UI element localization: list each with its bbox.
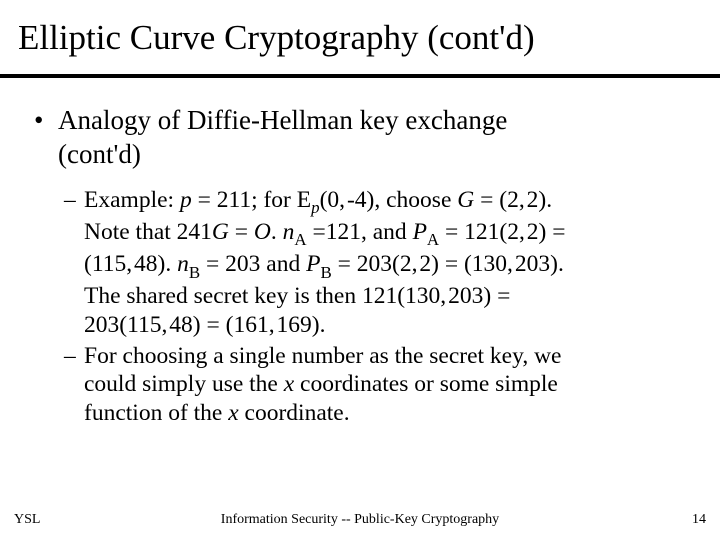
t: could simply use the: [84, 371, 284, 397]
slide: Elliptic Curve Cryptography (cont'd) • A…: [0, 0, 720, 540]
bullet1-text-line1: Analogy of Diffie-Hellman key exchange: [58, 105, 507, 135]
sub-B: B: [189, 263, 200, 282]
var-P: P: [306, 251, 320, 277]
var-G: G: [212, 219, 229, 245]
t: = 121(2, 2) =: [439, 219, 565, 245]
t: 203(115, 48) = (161, 169).: [84, 312, 325, 338]
t: (0, -4), choose: [320, 187, 458, 213]
var-G: G: [457, 187, 474, 213]
dash-icon: –: [64, 342, 76, 371]
bullet1-text-line2: (cont'd): [58, 139, 141, 169]
t: coordinate.: [239, 400, 350, 426]
footer-page-number: 14: [692, 512, 706, 528]
t: .: [271, 219, 283, 245]
bullet-level2-example: – Example: p = 211; for Ep(0, -4), choos…: [34, 172, 680, 340]
t: = 203(2, 2) = (130, 203).: [332, 251, 564, 277]
dash-icon: –: [64, 186, 76, 215]
var-n: n: [177, 251, 189, 277]
var-O: O: [254, 219, 271, 245]
var-n: n: [283, 219, 295, 245]
slide-body: • Analogy of Diffie-Hellman key exchange…: [0, 78, 720, 428]
t: For choosing a single number as the secr…: [84, 343, 561, 369]
slide-title: Elliptic Curve Cryptography (cont'd): [0, 0, 720, 68]
t: (115, 48).: [84, 251, 177, 277]
t: = (2, 2).: [474, 187, 552, 213]
t: function of the: [84, 400, 228, 426]
t: coordinates or some simple: [294, 371, 558, 397]
t: = 203 and: [200, 251, 306, 277]
bullet-level1: • Analogy of Diffie-Hellman key exchange…: [34, 104, 680, 172]
bullet-level2-note: – For choosing a single number as the se…: [34, 340, 680, 428]
var-p: p: [180, 187, 192, 213]
var-P: P: [413, 219, 427, 245]
sub-A: A: [294, 230, 306, 249]
var-x: x: [228, 400, 238, 426]
var-x: x: [284, 371, 294, 397]
t: =: [229, 219, 254, 245]
t: Example:: [84, 187, 180, 213]
t: The shared secret key is then 121(130, 2…: [84, 283, 510, 309]
t: =121, and: [307, 219, 413, 245]
sub-A: A: [427, 230, 439, 249]
t: = 211; for E: [192, 187, 311, 213]
footer-center: Information Security -- Public-Key Crypt…: [0, 512, 720, 528]
sub-p: p: [311, 198, 319, 217]
t: Note that 241: [84, 219, 212, 245]
bullet-dot-icon: •: [34, 104, 43, 138]
sub-B: B: [320, 263, 331, 282]
